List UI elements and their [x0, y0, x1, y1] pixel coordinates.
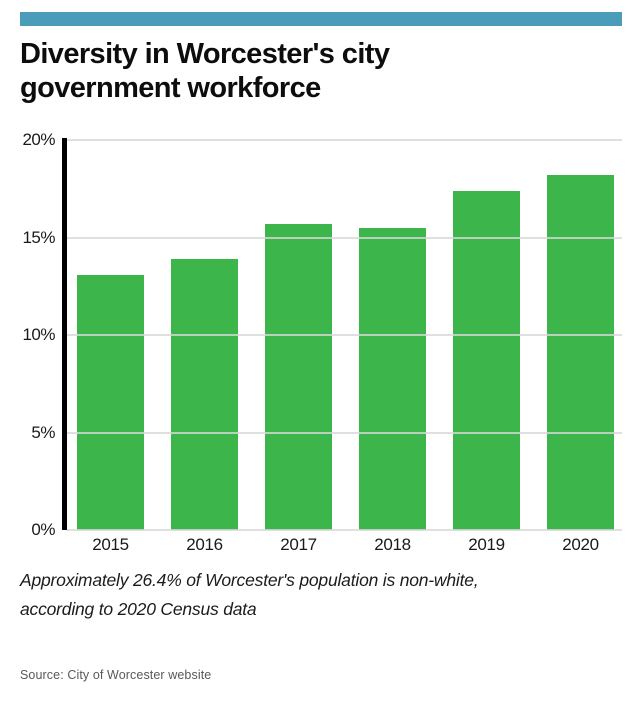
top-accent-bar — [20, 12, 622, 26]
gridline-15 — [67, 236, 622, 239]
y-axis-tick-labels: 0% 5% 10% 15% 20% — [0, 130, 55, 539]
x-tick-label-2015: 2015 — [92, 535, 129, 554]
chart-footnote-line-2: according to 2020 Census data — [20, 599, 257, 619]
x-tick-label-2020: 2020 — [562, 535, 599, 554]
gridline-5 — [67, 431, 622, 434]
y-axis-line — [62, 138, 67, 530]
chart-footnote-line-1: Approximately 26.4% of Worcester's popul… — [20, 570, 479, 590]
x-tick-label-2017: 2017 — [280, 535, 317, 554]
gridline-0 — [67, 529, 622, 531]
x-tick-label-2018: 2018 — [374, 535, 411, 554]
gridline-20 — [67, 139, 622, 141]
bar-2018 — [359, 227, 426, 530]
x-axis-tick-labels: 2015 2016 2017 2018 2019 2020 — [67, 535, 622, 555]
x-tick-label-2016: 2016 — [186, 535, 223, 554]
source-credit: Source: City of Worcester website — [20, 668, 212, 682]
page-title-line-2: government workforce — [20, 72, 321, 104]
bar-2019 — [453, 190, 520, 530]
plot-area — [67, 139, 622, 531]
y-tick-label-0: 0% — [31, 520, 55, 539]
gridline-10 — [67, 334, 622, 336]
chart-footnote: Approximately 26.4% of Worcester's popul… — [20, 566, 580, 624]
y-tick-label-10: 10% — [22, 325, 55, 344]
bar-2016 — [171, 258, 238, 530]
y-tick-label-5: 5% — [31, 422, 55, 442]
page-title: Diversity in Worcester's city government… — [20, 37, 500, 105]
bars-container — [67, 140, 622, 530]
y-tick-label-20: 20% — [22, 130, 55, 149]
page-title-line-1: Diversity in Worcester's city — [20, 38, 390, 70]
bar-2017 — [265, 223, 332, 530]
bar-2015 — [77, 274, 144, 530]
y-tick-label-15: 15% — [22, 227, 55, 247]
x-tick-label-2019: 2019 — [468, 535, 505, 554]
bar-2020 — [547, 175, 614, 530]
